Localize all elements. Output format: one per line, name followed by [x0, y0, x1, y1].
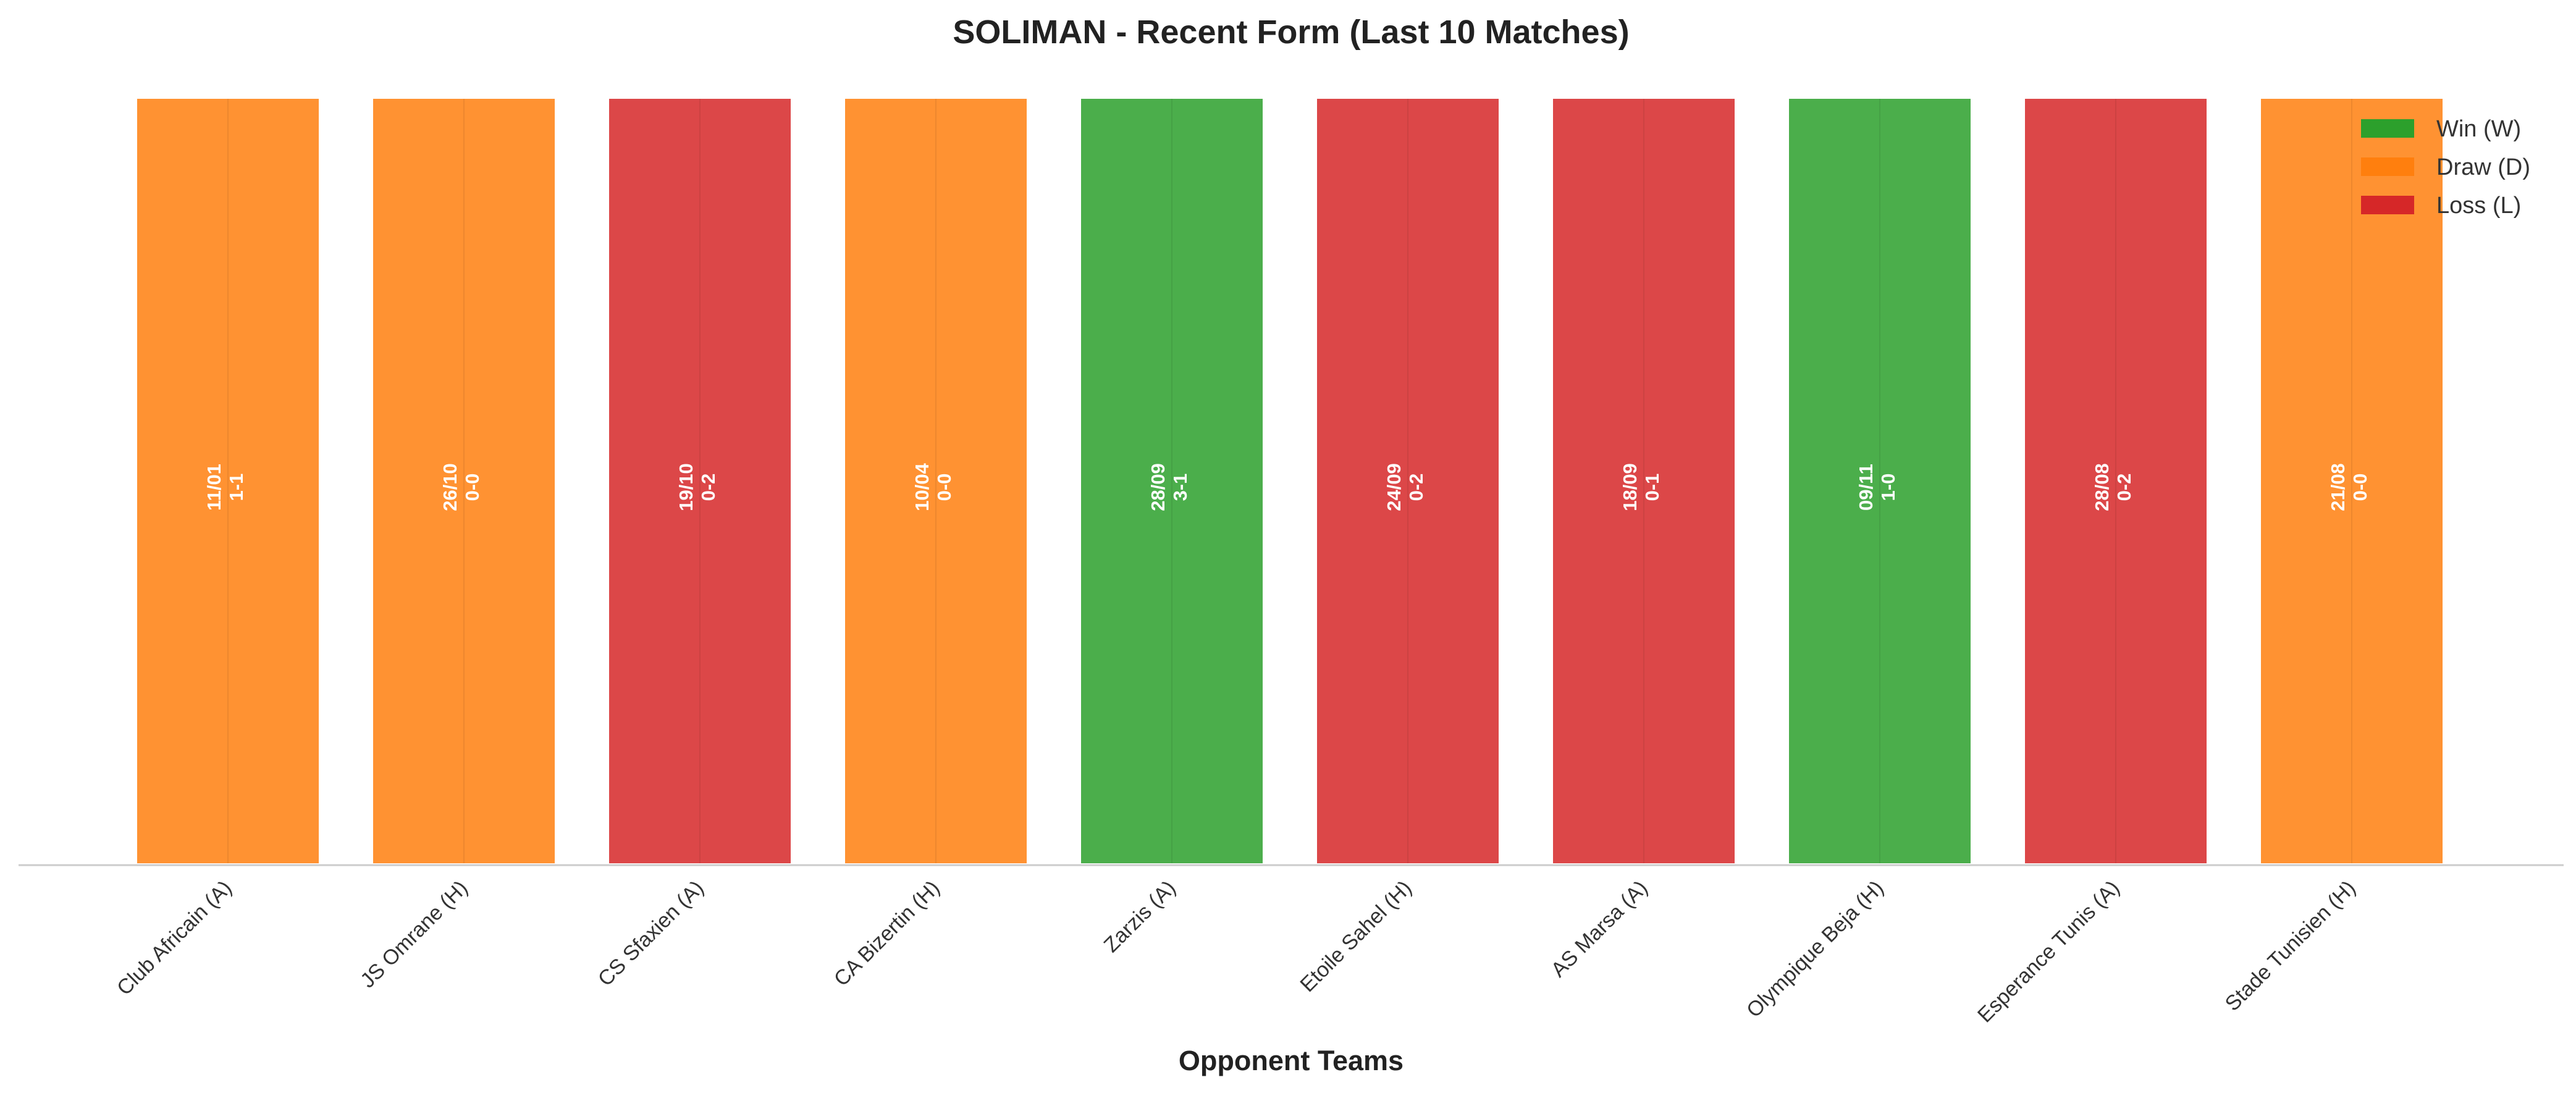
- bar-2: [371, 96, 557, 866]
- bar-score-label: 0-2: [697, 474, 719, 501]
- bar-date-label: 28/09: [1147, 463, 1169, 511]
- bar-date-label: 28/08: [2091, 463, 2113, 511]
- bar-5: [1079, 96, 1265, 866]
- bar-score-label: 3-1: [1169, 474, 1191, 501]
- bars-group: [135, 96, 2445, 866]
- legend-swatch-d: [2361, 157, 2414, 176]
- bar-10: [2258, 96, 2445, 866]
- bar-score-label: 0-0: [933, 474, 955, 501]
- legend-swatch-w: [2361, 119, 2414, 138]
- bar-7: [1551, 96, 1737, 866]
- chart-title: SOLIMAN - Recent Form (Last 10 Matches): [953, 14, 1629, 51]
- bar-labels-group: 11/011-1 26/100-0 19/100-2 10/040-0 28/093-1…: [203, 463, 2371, 511]
- legend-swatch-l: [2361, 196, 2414, 214]
- x-tick-label-5: Zarzis (A): [1100, 876, 1181, 957]
- bar-score-label: 0-0: [2349, 474, 2371, 501]
- bar-score-label: 0-1: [1641, 474, 1663, 501]
- bar-label-5: 28/093-1: [1147, 463, 1191, 511]
- x-tick-label-3: CS Sfaxien (A): [594, 876, 709, 991]
- x-tick-label-8: Olympique Beja (H): [1742, 876, 1888, 1023]
- legend-label-d: Draw (D): [2436, 154, 2530, 180]
- x-tick-labels-group: Club Africain (A) JS Omrane (H) CS Sfaxien…: [112, 876, 2360, 1028]
- bar-label-1: 11/011-1: [203, 464, 247, 511]
- bar-label-9: 28/080-2: [2091, 463, 2135, 511]
- legend: Win (W) Draw (D) Loss (L): [2361, 116, 2530, 219]
- bar-label-2: 26/100-0: [439, 463, 483, 511]
- bar-label-10: 21/080-0: [2327, 463, 2371, 511]
- x-tick-label-9: Esperance Tunis (A): [1973, 876, 2124, 1028]
- bar-date-label: 19/10: [675, 463, 697, 511]
- bar-date-label: 11/01: [203, 464, 225, 511]
- x-tick-label-4: CA Bizertin (H): [830, 876, 945, 991]
- bar-label-4: 10/040-0: [911, 463, 955, 511]
- bar-date-label: 18/09: [1619, 463, 1641, 511]
- legend-label-w: Win (W): [2436, 116, 2521, 142]
- legend-label-l: Loss (L): [2436, 193, 2521, 219]
- x-tick-label-10: Stade Tunisien (H): [2221, 876, 2360, 1016]
- x-tick-label-2: JS Omrane (H): [356, 876, 473, 993]
- x-axis-label: Opponent Teams: [1179, 1045, 1404, 1076]
- bar-date-label: 26/10: [439, 463, 461, 511]
- bar-score-label: 0-2: [1405, 474, 1427, 501]
- bar-1: [135, 96, 321, 866]
- bar-date-label: 24/09: [1383, 463, 1405, 511]
- bar-date-label: 09/11: [1855, 464, 1877, 511]
- bar-date-label: 21/08: [2327, 463, 2349, 511]
- x-tick-label-7: AS Marsa (A): [1547, 876, 1652, 982]
- bar-label-8: 09/111-0: [1855, 464, 1899, 511]
- bar-label-6: 24/090-2: [1383, 463, 1427, 511]
- bar-date-label: 10/04: [911, 463, 933, 511]
- bar-4: [843, 96, 1029, 866]
- bar-3: [607, 96, 793, 866]
- x-tick-label-6: Etoile Sahel (H): [1295, 876, 1416, 997]
- bar-score-label: 0-2: [2113, 474, 2135, 501]
- bar-label-7: 18/090-1: [1619, 463, 1663, 511]
- x-tick-label-1: Club Africain (A): [112, 876, 237, 1000]
- bar-score-label: 1-1: [225, 474, 247, 501]
- bar-score-label: 0-0: [461, 474, 483, 501]
- bar-8: [1787, 96, 1973, 866]
- bar-6: [1315, 96, 1501, 866]
- bar-label-3: 19/100-2: [675, 463, 719, 511]
- bar-score-label: 1-0: [1877, 474, 1899, 501]
